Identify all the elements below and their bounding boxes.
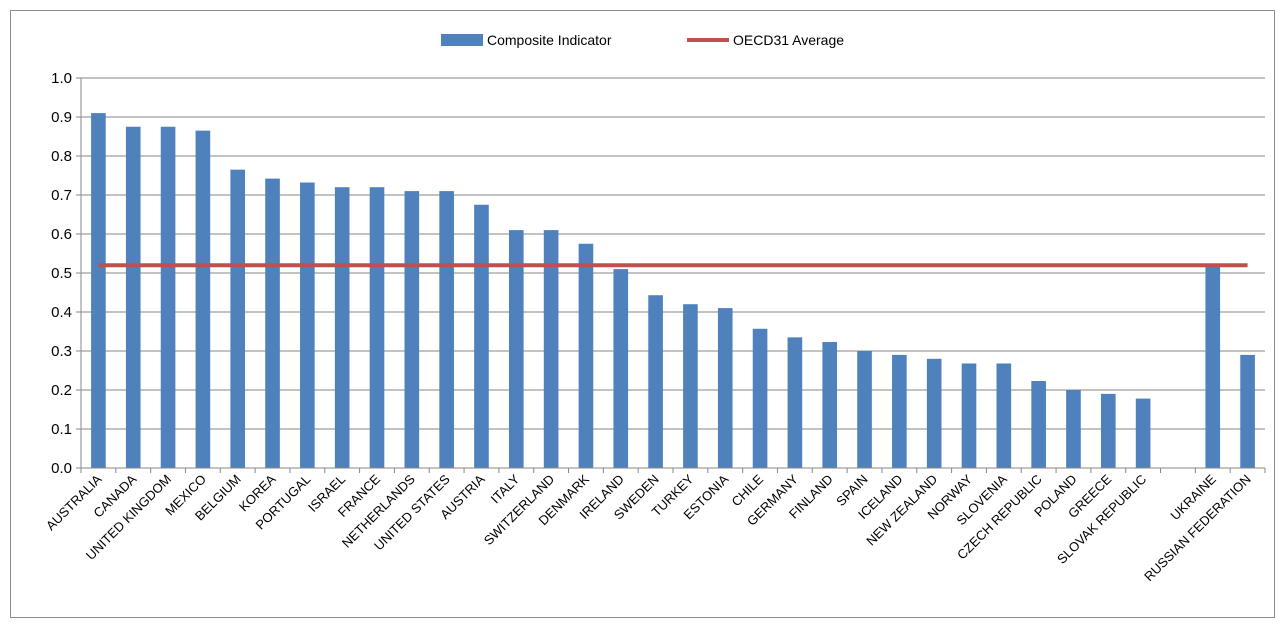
chart-frame: Composite Indicator OECD31 Average 0.0 0.… [10,10,1275,618]
bar [125,126,141,468]
bar [926,358,942,468]
bar [1066,390,1081,468]
bar [265,178,280,468]
y-tick-label: 0.6 [51,226,72,243]
bar [1240,354,1255,468]
bar [300,182,315,468]
bar [717,308,733,468]
y-tick-label: 0.1 [51,421,72,438]
bar [996,363,1012,468]
y-tick-label: 0.9 [51,109,72,126]
bar [1205,265,1221,468]
bar-chart: Composite Indicator OECD31 Average 0.00.… [43,32,1266,584]
y-tick-label: 0.2 [51,382,72,399]
bar [508,230,524,468]
bar [1031,381,1046,468]
y-axis: 0.0 0.1 0.2 0.3 0.4 0.5 0.6 0.7 0.8 0.9 1.0 [51,70,82,477]
legend-label-composite-indicator: Composite Indicator [487,32,612,48]
bar [683,304,698,468]
y-tick-label: 0.4 [51,304,72,321]
bar [752,328,768,468]
bar [578,243,594,468]
bar [892,354,907,468]
bar [961,363,977,468]
bar [857,351,872,468]
legend: Composite Indicator OECD31 Average [441,32,844,48]
bar [195,130,211,468]
bar [160,126,176,468]
bars [91,113,1255,468]
bar [369,187,385,468]
bar [822,342,838,468]
bar [613,269,629,468]
y-tick-label: 1.0 [51,70,72,87]
gridlines [81,77,1265,430]
legend-label-oecd31-average: OECD31 Average [733,32,844,48]
bar [230,169,246,468]
bar [474,204,489,468]
y-tick-label: 0.7 [51,187,72,204]
bar [543,230,559,468]
bar [787,337,803,468]
legend-swatch-composite-indicator [441,34,483,46]
bar [1100,393,1116,468]
bar [404,191,420,468]
y-tick-label: 0.8 [51,148,72,165]
y-tick-label: 0.5 [51,265,72,282]
bar [91,113,106,468]
bar [648,295,663,468]
bar [334,187,350,468]
bar [439,191,454,468]
y-tick-label: 0.3 [51,343,72,360]
bar [1135,398,1151,468]
x-tick-label: AUSTRALIA [43,471,105,533]
y-tick-label: 0.0 [51,460,72,477]
